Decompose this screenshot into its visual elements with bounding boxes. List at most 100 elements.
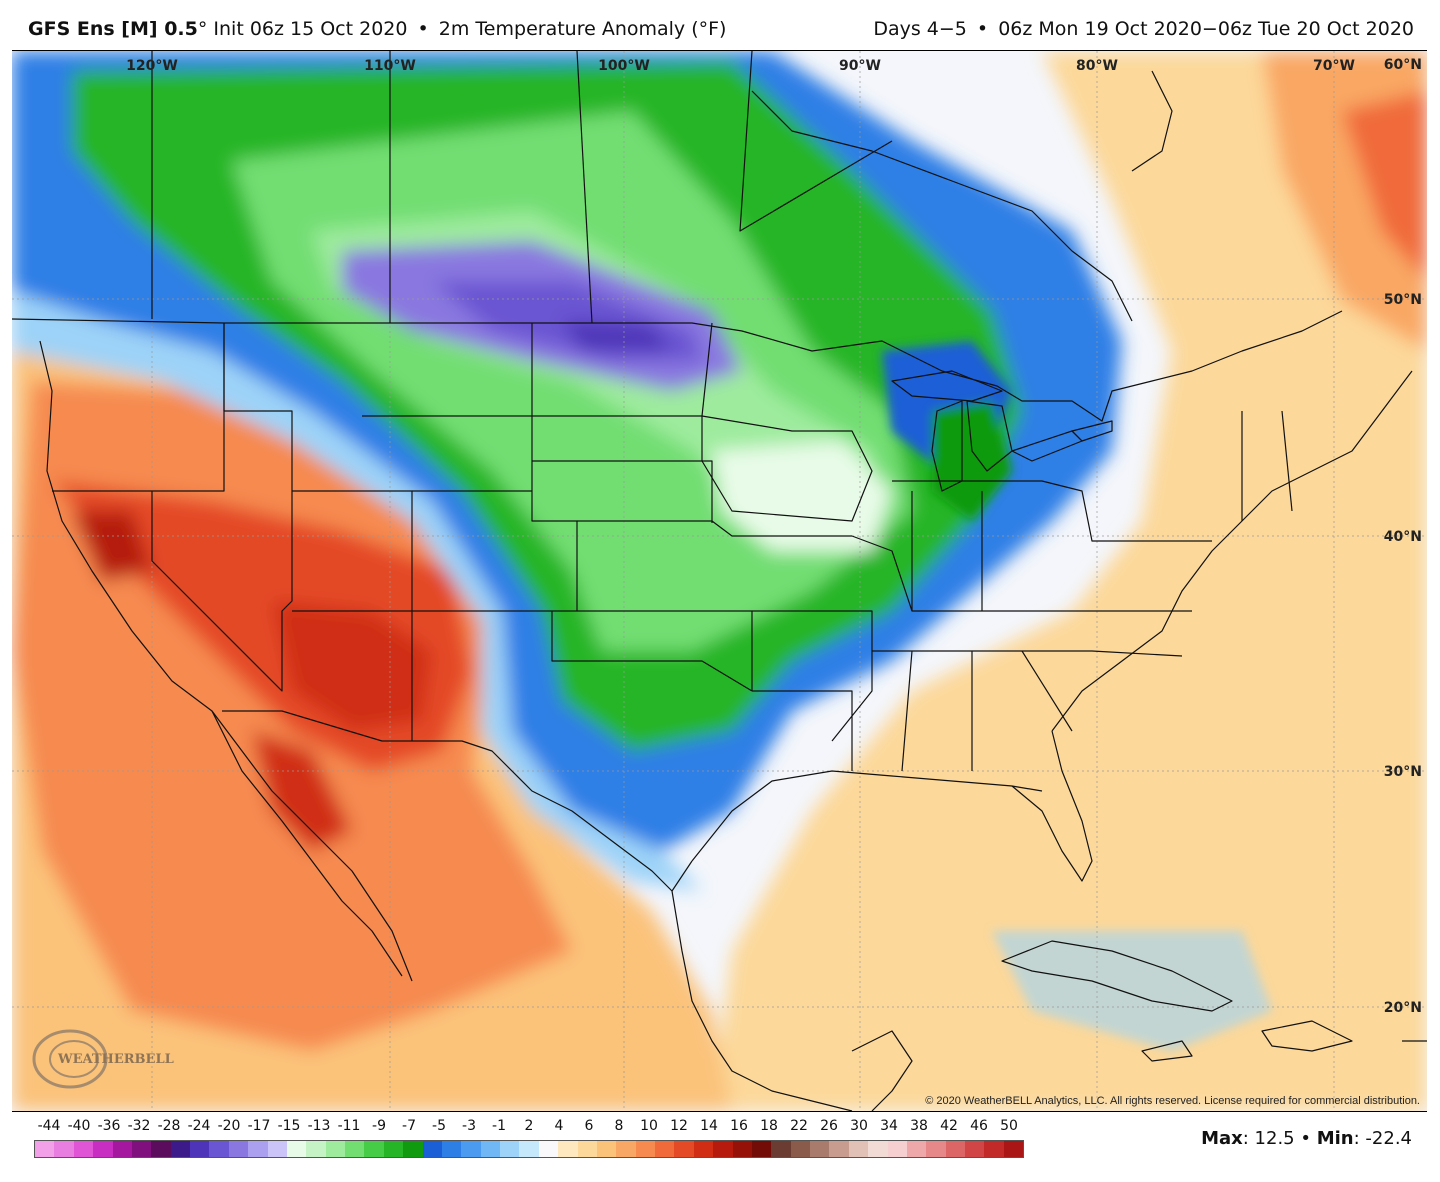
colorbar-tick-label: 38: [910, 1118, 928, 1134]
colorbar-tick-label: 12: [670, 1118, 688, 1134]
colorbar-swatch: [500, 1141, 520, 1157]
model-name: GFS Ens [M] 0.5: [28, 18, 198, 40]
colorbar-tick-label: -40: [67, 1118, 91, 1134]
colorbar-swatch: [674, 1141, 694, 1157]
colorbar-tick-label: -44: [37, 1118, 61, 1134]
colorbar-tick-label: 50: [1000, 1118, 1018, 1134]
lon-label: 100°W: [598, 58, 650, 74]
lon-label: 110°W: [364, 58, 416, 74]
colorbar-tick-label: 8: [614, 1118, 624, 1134]
colorbar-swatch: [190, 1141, 210, 1157]
lat-label: 30°N: [1384, 764, 1422, 780]
colorbar-swatch: [1003, 1141, 1024, 1157]
colorbar-swatch: [616, 1141, 636, 1157]
lat-label: 40°N: [1384, 529, 1422, 545]
colorbar-swatch: [965, 1141, 985, 1157]
colorbar-tick-label: -28: [157, 1118, 181, 1134]
colorbar-tick-label: 34: [880, 1118, 898, 1134]
colorbar-swatch: [538, 1141, 559, 1157]
colorbar-swatch: [345, 1141, 365, 1157]
colorbar-swatch: [35, 1141, 55, 1157]
valid-time: 06z Mon 19 Oct 2020−06z Tue 20 Oct 2020: [998, 18, 1414, 40]
copyright-notice: © 2020 WeatherBELL Analytics, LLC. All r…: [925, 1095, 1420, 1107]
colorbar-tick-label: -20: [217, 1118, 241, 1134]
temperature-anomaly-map[interactable]: 120°W 110°W 100°W 90°W 80°W 70°W 60°N 50…: [12, 50, 1427, 1112]
lon-label: 120°W: [126, 58, 178, 74]
colorbar-swatch: [519, 1141, 539, 1157]
colorbar-swatch: [93, 1141, 113, 1157]
colorbar-swatch: [131, 1141, 152, 1157]
colorbar-swatch: [751, 1141, 772, 1157]
field-name: 2m Temperature Anomaly (°F): [438, 18, 727, 40]
colorbar-swatch: [73, 1141, 94, 1157]
colorbar-swatch: [54, 1141, 74, 1157]
colorbar: -44 -40 -36 -32 -28 -24 -20 -17 -15 -13 -11 -9 -7 -5-…: [34, 1118, 1024, 1162]
colorbar-tick-label: 42: [940, 1118, 958, 1134]
init-time: Init 06z 15 Oct 2020: [213, 18, 408, 40]
colorbar-swatch: [945, 1141, 965, 1157]
lon-label: 90°W: [839, 58, 881, 74]
colorbar-tick-label: -5: [432, 1118, 446, 1134]
colorbar-swatch: [228, 1141, 249, 1157]
colorbar-swatch: [732, 1141, 752, 1157]
colorbar-tick-label: 10: [640, 1118, 658, 1134]
colorbar-tick-label: 30: [850, 1118, 868, 1134]
colorbar-swatch: [790, 1141, 810, 1157]
lat-label: 20°N: [1384, 1000, 1422, 1016]
latitude-labels: 60°N 50°N 40°N 30°N 20°N: [1384, 57, 1422, 1016]
colorbar-tick-label: 6: [584, 1118, 594, 1134]
colorbar-swatch: [887, 1141, 907, 1157]
colorbar-tick-label: 2: [524, 1118, 534, 1134]
colorbar-swatch: [984, 1141, 1004, 1157]
colorbar-swatch: [829, 1141, 849, 1157]
lon-label: 80°W: [1076, 58, 1118, 74]
max-label: Max: [1201, 1128, 1243, 1149]
valid-period: Days 4−5 • 06z Mon 19 Oct 2020−06z Tue 2…: [873, 18, 1414, 40]
colorbar-ticks: -44 -40 -36 -32 -28 -24 -20 -17 -15 -13 -11 -9 -7 -5-…: [34, 1118, 1024, 1138]
min-label: Min: [1316, 1128, 1354, 1149]
colorbar-tick-label: -36: [97, 1118, 121, 1134]
title-bullet: •: [417, 18, 429, 40]
colorbar-tick-label: -24: [187, 1118, 211, 1134]
map-canvas: 120°W 110°W 100°W 90°W 80°W 70°W 60°N 50…: [12, 51, 1427, 1111]
colorbar-swatch: [461, 1141, 481, 1157]
forecast-days: Days 4−5: [873, 18, 967, 40]
colorbar-swatch: [441, 1141, 462, 1157]
max-value: 12.5: [1254, 1128, 1295, 1149]
valid-bullet: •: [976, 18, 989, 40]
colorbar-tick-label: 18: [760, 1118, 778, 1134]
colorbar-swatch: [170, 1141, 190, 1157]
colorbar-swatch: [577, 1141, 597, 1157]
colorbar-tick-label: -1: [492, 1118, 506, 1134]
colorbar-tick-label: 4: [554, 1118, 564, 1134]
colorbar-tick-label: 14: [700, 1118, 718, 1134]
colorbar-tick-label: -15: [277, 1118, 301, 1134]
colorbar-swatch: [655, 1141, 675, 1157]
degree-symbol: °: [197, 18, 208, 40]
colorbar-swatch: [364, 1141, 384, 1157]
colorbar-tick-label: -11: [337, 1118, 361, 1134]
colorbar-swatch: [596, 1141, 617, 1157]
lon-label: 70°W: [1313, 58, 1355, 74]
colorbar-swatch: [693, 1141, 714, 1157]
colorbar-swatch: [248, 1141, 268, 1157]
colorbar-swatch: [325, 1141, 345, 1157]
colorbar-swatch: [383, 1141, 404, 1157]
colorbar-swatch: [209, 1141, 229, 1157]
colorbar-tick-label: -7: [402, 1118, 416, 1134]
colorbar-swatch: [558, 1141, 578, 1157]
colorbar-swatch: [112, 1141, 132, 1157]
longitude-labels: 120°W 110°W 100°W 90°W 80°W 70°W: [126, 58, 1355, 74]
colorbar-tick-label: -9: [372, 1118, 386, 1134]
colorbar-swatch: [868, 1141, 888, 1157]
weatherbell-logo: WEATHERBELL: [32, 1029, 174, 1089]
colorbar-tick-label: -3: [462, 1118, 476, 1134]
colorbar-tick-label: 22: [790, 1118, 808, 1134]
colorbar-swatch: [713, 1141, 733, 1157]
colorbar-tick-label: -17: [247, 1118, 271, 1134]
colorbar-swatch: [848, 1141, 869, 1157]
lat-label: 60°N: [1384, 57, 1422, 73]
colorbar-swatch: [926, 1141, 946, 1157]
colorbar-swatch: [906, 1141, 927, 1157]
stats-bullet: •: [1300, 1128, 1311, 1149]
